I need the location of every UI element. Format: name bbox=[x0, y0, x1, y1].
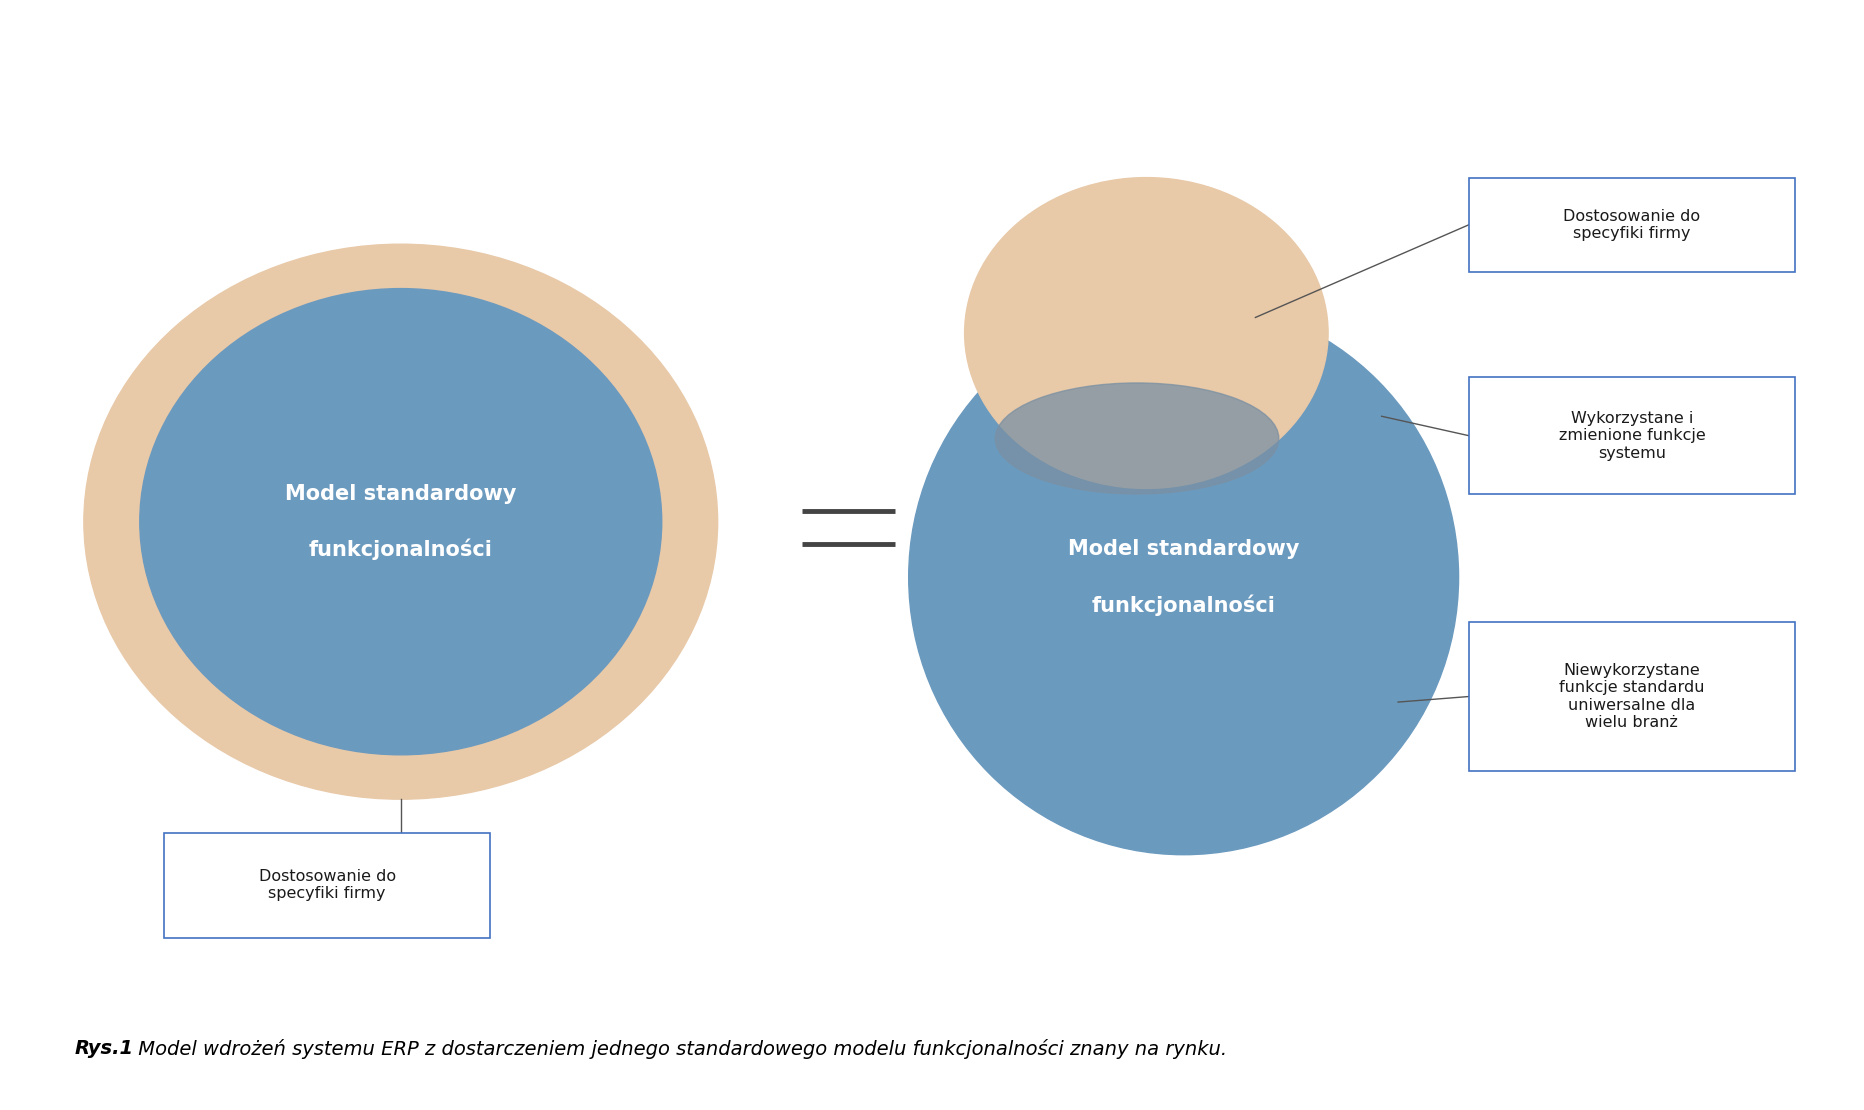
Ellipse shape bbox=[910, 300, 1460, 855]
Ellipse shape bbox=[140, 289, 662, 755]
Ellipse shape bbox=[995, 383, 1279, 494]
Text: funkcjonalności: funkcjonalności bbox=[309, 538, 492, 561]
Ellipse shape bbox=[966, 178, 1327, 488]
FancyBboxPatch shape bbox=[1469, 377, 1795, 494]
FancyBboxPatch shape bbox=[1469, 622, 1795, 771]
Text: Wykorzystane i
zmienione funkcje
systemu: Wykorzystane i zmienione funkcje systemu bbox=[1558, 411, 1706, 461]
FancyBboxPatch shape bbox=[164, 832, 490, 938]
Text: Niewykorzystane
funkcje standardu
uniwersalne dla
wielu branż: Niewykorzystane funkcje standardu uniwer… bbox=[1558, 663, 1706, 730]
Text: Model standardowy: Model standardowy bbox=[285, 484, 516, 504]
Text: Rys.1: Rys.1 bbox=[75, 1039, 134, 1059]
Ellipse shape bbox=[84, 244, 718, 799]
Text: Model wdrożeń systemu ERP z dostarczeniem jednego standardowego modelu funkcjona: Model wdrożeń systemu ERP z dostarczenie… bbox=[132, 1039, 1228, 1059]
Text: Dostosowanie do
specyfiki firmy: Dostosowanie do specyfiki firmy bbox=[1564, 209, 1700, 241]
Text: Dostosowanie do
specyfiki firmy: Dostosowanie do specyfiki firmy bbox=[259, 869, 395, 901]
Text: Model standardowy: Model standardowy bbox=[1068, 539, 1299, 559]
FancyBboxPatch shape bbox=[1469, 178, 1795, 272]
Text: funkcjonalności: funkcjonalności bbox=[1092, 594, 1275, 616]
